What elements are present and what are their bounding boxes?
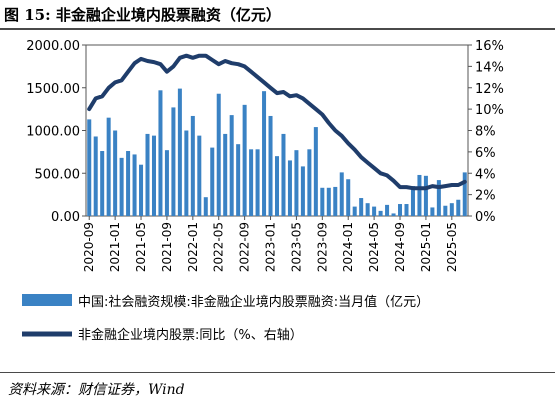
- bar: [158, 90, 163, 216]
- bar: [274, 156, 280, 216]
- x-axis-tick-label: 2021-09: [160, 222, 174, 272]
- bar: [294, 150, 299, 216]
- bar: [339, 172, 344, 216]
- bar: [443, 205, 448, 216]
- bar: [145, 133, 150, 216]
- bar: [236, 144, 241, 216]
- bar: [378, 210, 383, 216]
- bar: [93, 136, 98, 216]
- bar: [307, 149, 312, 216]
- left-axis-tick-label: 500.00: [35, 167, 81, 182]
- x-axis-tick-label: 2024-05: [367, 222, 381, 272]
- left-axis-tick-label: 2000.00: [26, 39, 80, 54]
- x-axis-tick-label: 2022-05: [212, 222, 226, 272]
- x-axis-tick-label: 2023-01: [264, 222, 278, 272]
- bar: [359, 198, 364, 216]
- left-axis-tick-label: 0.00: [51, 210, 80, 225]
- right-axis-tick-label: 8%: [475, 125, 496, 140]
- right-axis-tick-label: 14%: [475, 60, 504, 75]
- bar: [113, 130, 118, 216]
- bar: [462, 172, 467, 216]
- bar: [119, 157, 124, 216]
- bar: [326, 187, 331, 216]
- bar: [262, 91, 267, 216]
- bottom-rule: [0, 372, 555, 373]
- bar: [216, 93, 221, 216]
- bar: [106, 117, 111, 216]
- bar: [430, 207, 435, 216]
- bar: [352, 206, 357, 216]
- plot-area: 0.00 500.00 1000.00 1500.00 2000.00 0% 2% 4% 6% 8…: [26, 39, 504, 272]
- bar: [287, 160, 292, 216]
- bar: [449, 203, 454, 216]
- bar: [164, 150, 169, 216]
- x-axis-tick-label: 2022-01: [186, 222, 200, 272]
- bar: [391, 213, 396, 216]
- bar: [229, 115, 234, 216]
- bar: [365, 203, 370, 216]
- bar: [346, 179, 351, 216]
- legend-bar-label: 中国:社会融资规模:非金融企业境内股票融资:当月值（亿元）: [78, 294, 429, 310]
- x-axis-tick-label: 2023-05: [289, 222, 303, 272]
- x-axis-tick-label: 2024-09: [393, 222, 407, 272]
- bar: [132, 154, 137, 216]
- bar: [268, 115, 273, 216]
- yoy-line: [87, 53, 467, 191]
- legend-line-label: 非金融企业境内股票:同比（%、右轴）: [78, 327, 303, 343]
- bar: [249, 149, 254, 216]
- x-axis-tick-label: 2023-09: [315, 222, 329, 272]
- bar: [126, 151, 131, 216]
- left-axis-tick-label: 1500.00: [26, 82, 80, 97]
- bar: [171, 107, 176, 216]
- right-axis-tick-label: 4%: [475, 167, 496, 182]
- bar: [313, 127, 318, 216]
- x-axis-tick-label: 2025-01: [419, 222, 433, 272]
- right-axis-tick-label: 16%: [475, 39, 504, 54]
- bar: [210, 147, 215, 216]
- bar: [100, 151, 105, 216]
- right-axis-tick-label: 2%: [475, 189, 496, 204]
- bar: [223, 133, 228, 216]
- bar: [423, 175, 428, 216]
- bar: [300, 166, 305, 216]
- bar: [410, 186, 415, 216]
- bar: [456, 199, 461, 216]
- bar: [255, 149, 260, 216]
- left-axis-tick-label: 1000.00: [26, 125, 80, 140]
- bar: [184, 130, 189, 216]
- right-axis-tick-label: 0%: [475, 210, 496, 225]
- top-rule: [0, 28, 555, 30]
- x-axis-tick-label: 2021-01: [108, 222, 122, 272]
- bar: [177, 88, 182, 216]
- right-axis-tick-label: 10%: [475, 103, 504, 118]
- bar: [139, 164, 144, 216]
- bar: [320, 187, 325, 216]
- figure-title: 图 15: 非金融企业境内股票融资（亿元）: [4, 6, 281, 24]
- bar: [372, 206, 377, 216]
- x-axis-tick-label: 2022-09: [238, 222, 252, 272]
- source-note: 资料来源：财信证券，Wind: [8, 382, 185, 398]
- bar: [87, 119, 92, 216]
- bar: [333, 186, 338, 216]
- bar: [190, 115, 195, 216]
- bar: [281, 133, 286, 216]
- bar: [203, 197, 208, 216]
- x-axis-tick-label: 2020-09: [82, 222, 96, 272]
- bar: [404, 204, 409, 216]
- chart: 0.00 500.00 1000.00 1500.00 2000.00 0% 2% 4% 6% 8…: [22, 39, 504, 343]
- bar: [385, 204, 390, 216]
- bar: [197, 135, 202, 216]
- bar: [242, 104, 247, 216]
- right-axis-tick-label: 6%: [475, 146, 496, 161]
- bar: [151, 135, 156, 216]
- x-axis-tick-label: 2021-05: [134, 222, 148, 272]
- bar: [398, 204, 403, 216]
- right-axis-tick-label: 12%: [475, 82, 504, 97]
- bar: [436, 180, 441, 216]
- legend-bar-swatch: [22, 294, 72, 306]
- legend: 中国:社会融资规模:非金融企业境内股票融资:当月值（亿元） 非金融企业境内股票:同…: [22, 294, 429, 343]
- x-axis-tick-label: 2024-01: [341, 222, 355, 272]
- x-axis-tick-label: 2025-05: [445, 222, 459, 272]
- bar: [417, 174, 422, 216]
